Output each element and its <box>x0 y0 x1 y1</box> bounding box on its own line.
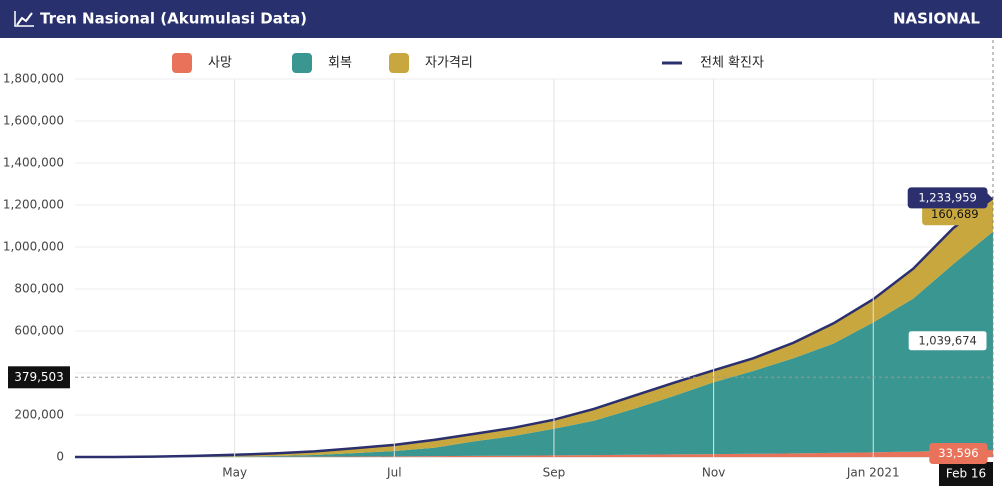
header-right[interactable]: NASIONAL <box>893 10 980 28</box>
value-label-pointer <box>987 335 992 346</box>
header-icon <box>16 12 33 26</box>
x-tick-label: Jul <box>386 466 401 480</box>
value-label-pointer <box>987 209 992 220</box>
header-bar <box>0 0 1002 38</box>
area <box>75 231 993 457</box>
line <box>74 196 994 459</box>
value-label: 1,233,959 <box>918 190 977 204</box>
legend-label[interactable]: 자가격리 <box>425 56 473 71</box>
y-tick-label: 1,800,000 <box>3 72 64 86</box>
x-tick-label: Sep <box>543 466 566 480</box>
area <box>75 449 993 457</box>
legend-label[interactable]: 전체 확진자 <box>700 56 764 71</box>
crosshair-y-label: 379,503 <box>14 370 64 384</box>
header-icon-axis <box>14 11 34 27</box>
crosshair-x-label: Feb 16 <box>946 467 986 481</box>
value-label: 1,039,674 <box>918 333 977 347</box>
value-label-pointer <box>987 192 992 203</box>
y-tick-label: 1,600,000 <box>3 114 64 128</box>
header-title: Tren Nasional (Akumulasi Data) <box>40 10 307 28</box>
y-tick-label: 600,000 <box>14 324 64 338</box>
value-label: 33,596 <box>938 446 978 460</box>
legend-swatch[interactable] <box>172 53 192 73</box>
y-tick-label: 1,200,000 <box>3 198 64 212</box>
y-tick-label: 0 <box>56 450 64 464</box>
legend-swatch[interactable] <box>389 53 409 73</box>
x-tick-label: May <box>222 466 247 480</box>
crosshair-x-box <box>939 462 993 486</box>
legend-label[interactable]: 사망 <box>208 56 232 71</box>
y-tick-label: 1,400,000 <box>3 156 64 170</box>
y-tick-label: 800,000 <box>14 282 64 296</box>
legend-label[interactable]: 회복 <box>328 56 352 71</box>
value-label-pointer <box>987 448 992 459</box>
value-label: 160,689 <box>931 207 979 221</box>
legend-swatch[interactable] <box>292 53 312 73</box>
crosshair-y-box <box>8 366 70 389</box>
y-tick-label: 200,000 <box>14 408 64 422</box>
x-tick-label: Nov <box>702 466 725 480</box>
x-tick-label: Jan 2021 <box>846 466 900 480</box>
y-tick-label: 1,000,000 <box>3 240 64 254</box>
